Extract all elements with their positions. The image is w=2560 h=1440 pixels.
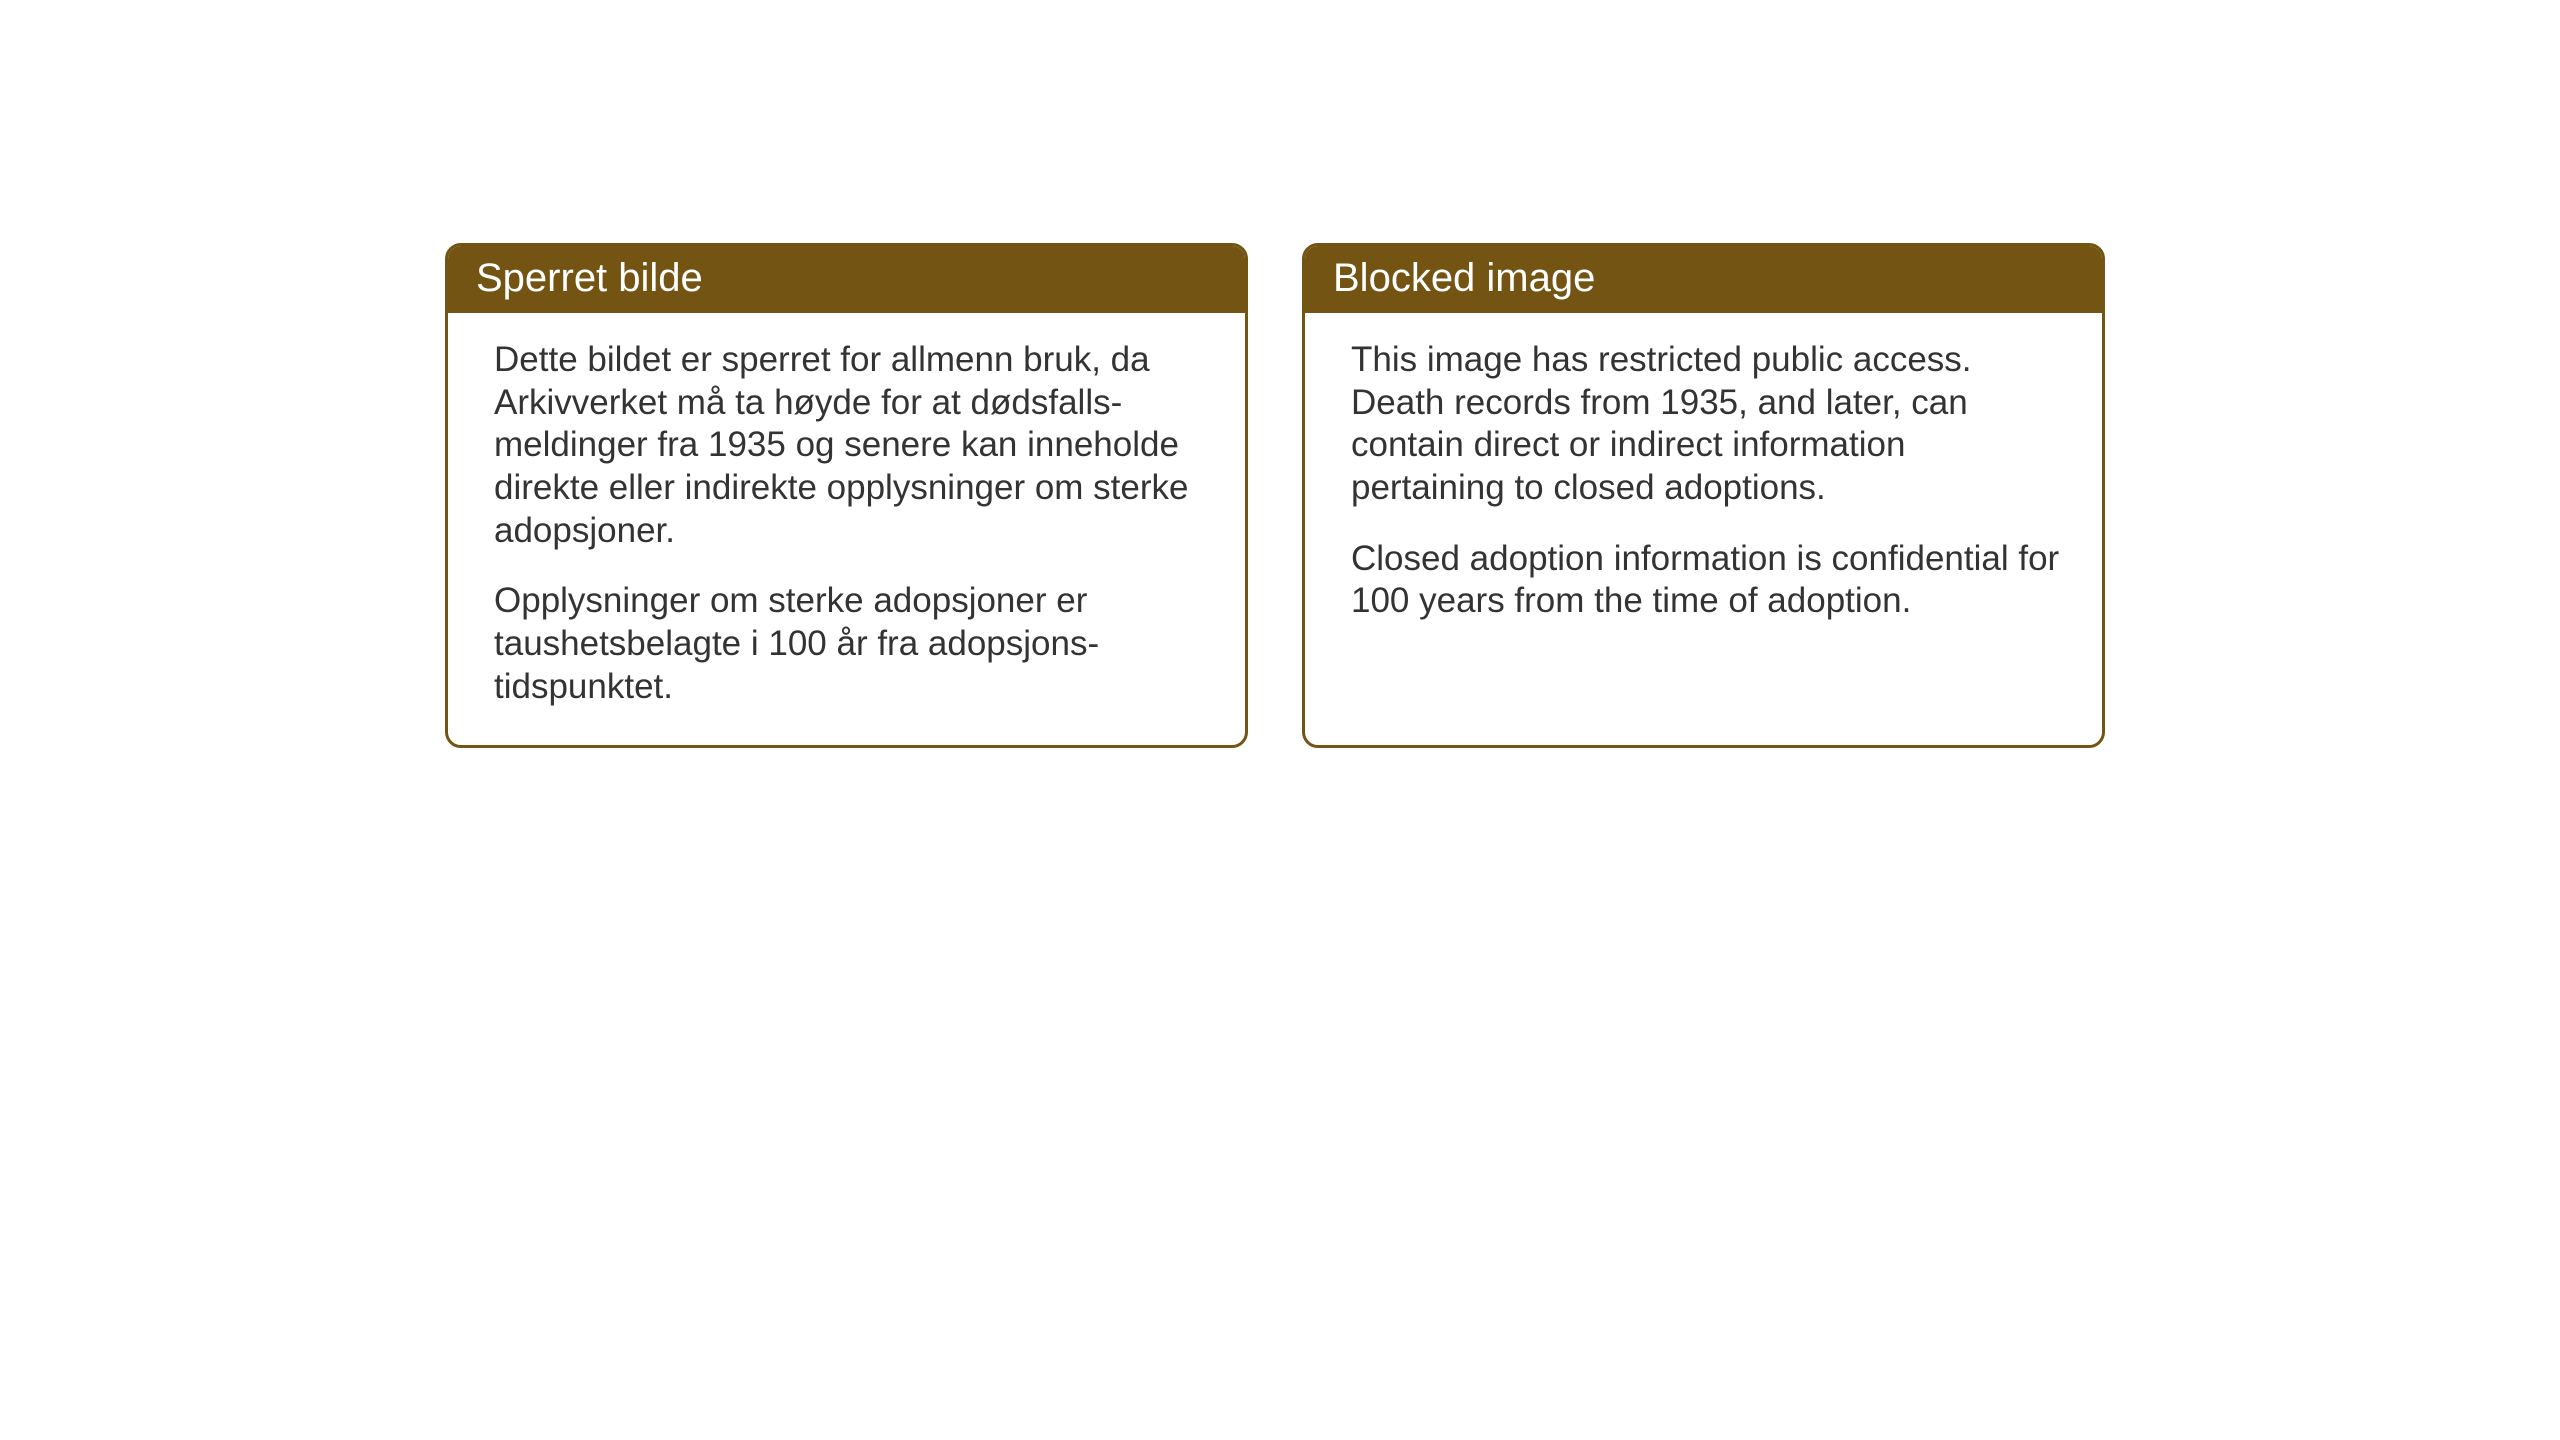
card-header-norwegian: Sperret bilde xyxy=(448,246,1245,313)
card-title-english: Blocked image xyxy=(1333,256,1595,300)
notice-card-english: Blocked image This image has restricted … xyxy=(1302,243,2105,748)
card-title-norwegian: Sperret bilde xyxy=(476,256,703,300)
card-header-english: Blocked image xyxy=(1305,246,2102,313)
card-paragraph1-english: This image has restricted public access.… xyxy=(1351,339,2062,510)
card-paragraph1-norwegian: Dette bildet er sperret for allmenn bruk… xyxy=(494,339,1205,552)
notice-cards-container: Sperret bilde Dette bildet er sperret fo… xyxy=(445,243,2105,748)
card-paragraph2-norwegian: Opplysninger om sterke adopsjoner er tau… xyxy=(494,580,1205,708)
card-body-norwegian: Dette bildet er sperret for allmenn bruk… xyxy=(448,313,1245,745)
card-body-english: This image has restricted public access.… xyxy=(1305,313,2102,659)
card-paragraph2-english: Closed adoption information is confident… xyxy=(1351,538,2062,623)
notice-card-norwegian: Sperret bilde Dette bildet er sperret fo… xyxy=(445,243,1248,748)
